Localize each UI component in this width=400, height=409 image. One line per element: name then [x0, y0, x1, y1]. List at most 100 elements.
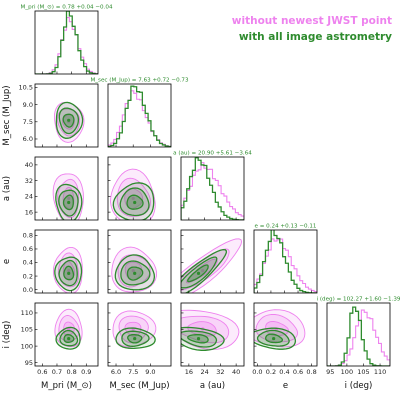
density-peak-b-e-a: [196, 271, 201, 275]
density-peak-b-i-msec: [133, 336, 137, 341]
y-tick-label-i: 100: [21, 342, 33, 350]
y-tick-label-a: 40: [25, 161, 33, 169]
hist-without-jwst-a: [181, 162, 244, 220]
x-tick-label-e: 0.4: [279, 368, 289, 376]
y-tick-label-msec: 10.5: [19, 84, 33, 92]
panel-frame: [107, 229, 172, 294]
x-tick-label-i: 105: [357, 368, 369, 376]
y-tick-label-i: 95: [25, 359, 33, 367]
panel-frame: [180, 302, 245, 367]
x-axis-label-mpri: M_pri (M_⊙): [41, 381, 92, 391]
y-axis-label-a: a (au): [2, 176, 12, 201]
panel-frame: [34, 229, 99, 294]
density-peak-b-i-a: [196, 336, 201, 341]
density-peak-b-a-msec: [133, 200, 137, 205]
density-peak-b-msec-mpri: [67, 118, 71, 122]
x-tick-label-msec: 9.0: [145, 368, 155, 376]
marginal-title-mpri: M_pri (M_⊙) = 0.78 +0.04 −0.04: [20, 5, 112, 11]
hist-all-astrometry-a: [181, 157, 244, 220]
contour-a-a-msec-1: [110, 168, 156, 220]
y-tick-label-e: 0.6: [23, 245, 33, 253]
panel-msec-vs-mpri: 6.0 7.5 9.0 10.5: [19, 83, 99, 148]
x-tick-label-a: 16: [185, 368, 193, 376]
x-tick-label-e: 0.6: [293, 368, 303, 376]
x-tick-label-mpri: 0.7: [52, 368, 62, 376]
panel-frame: [326, 302, 391, 367]
panel-frame: [34, 83, 99, 148]
x-tick-label-mpri: 0.8: [66, 368, 76, 376]
density-peak-a-a-msec: [131, 196, 135, 200]
x-axis-label-e: e: [283, 381, 288, 391]
hist-panel-mpri: M_pri (M_⊙) = 0.78 +0.04 −0.04: [20, 5, 113, 75]
panel-frame: [34, 302, 99, 367]
y-tick-label-msec: 9.0: [23, 101, 33, 109]
y-axis-label-i: i (deg): [2, 321, 12, 349]
panel-frame: [107, 83, 172, 148]
panel-e-vs-msec: [107, 229, 172, 294]
hist-without-jwst-e: [254, 238, 317, 293]
hist-all-astrometry-mpri: [35, 11, 98, 74]
legend: without newest JWST point with all image…: [232, 15, 392, 43]
x-axis-label-a: a (au): [200, 381, 225, 391]
hist-panel-e: e = 0.24 +0.13 −0.11: [253, 224, 318, 294]
x-axis-label-msec: M_sec (M_Jup): [109, 381, 169, 391]
panel-a-vs-msec: [107, 156, 172, 221]
panel-i-vs-e: 0.0 0.2 0.4 0.6 0.8: [252, 302, 318, 376]
density-peak-b-a-mpri: [67, 200, 71, 205]
hist-panel-i: i (deg) = 102.27 +1.60 −1.39 95 100 105 110: [317, 297, 400, 377]
x-axis-label-i: i (deg): [345, 381, 373, 391]
panel-e-vs-a: [180, 229, 245, 294]
y-tick-label-i: 110: [21, 309, 33, 317]
y-tick-label-a: 16: [25, 208, 33, 216]
panel-i-vs-mpri: 0.6 0.7 0.8 0.9 95 100 105 110: [21, 302, 99, 376]
panel-frame: [253, 229, 318, 294]
panel-i-vs-a: 16 24 32 40: [180, 302, 245, 376]
y-tick-label-e: 0.8: [23, 232, 33, 240]
y-tick-label-msec: 7.5: [23, 118, 33, 126]
panel-frame: [180, 156, 245, 221]
hist-panel-a: a (au) = 20.90 +5.61 −3.64: [173, 151, 252, 221]
y-tick-label-a: 32: [25, 177, 33, 185]
x-tick-label-a: 40: [232, 368, 240, 376]
density-peak-a-e-mpri: [67, 269, 71, 273]
panel-frame: [107, 156, 172, 221]
marginal-title-msec: M_sec (M_Jup) = 7.63 +0.72 −0.73: [90, 78, 189, 84]
y-tick-label-e: 0.2: [23, 272, 33, 280]
marginal-title-e: e = 0.24 +0.13 −0.11: [255, 224, 317, 230]
x-tick-label-a: 24: [200, 368, 208, 376]
density-peak-b-i-e: [272, 336, 276, 341]
x-tick-label-mpri: 0.6: [37, 368, 47, 376]
panel-frame: [253, 302, 318, 367]
legend-entry-without-jwst: without newest JWST point: [232, 15, 392, 27]
y-tick-label-msec: 6.0: [23, 135, 33, 143]
panel-frame: [180, 229, 245, 294]
hist-panel-msec: M_sec (M_Jup) = 7.63 +0.72 −0.73: [90, 78, 189, 148]
marginal-title-a: a (au) = 20.90 +5.61 −3.64: [173, 151, 252, 157]
hist-all-astrometry-msec: [108, 85, 171, 147]
x-tick-label-msec: 7.5: [128, 368, 138, 376]
marginal-title-i: i (deg) = 102.27 +1.60 −1.39: [317, 297, 400, 303]
panel-e-vs-mpri: 0.0 0.2 0.4 0.6 0.8: [23, 229, 99, 294]
x-tick-label-e: 0.0: [252, 368, 262, 376]
legend-entry-with-all-astrometry: with all image astrometry: [239, 31, 392, 43]
hist-all-astrometry-i: [327, 306, 390, 366]
y-tick-label-i: 105: [21, 326, 33, 334]
x-tick-label-msec: 6.0: [111, 368, 121, 376]
density-peak-a-a-mpri: [67, 196, 71, 200]
hist-all-astrometry-e: [254, 230, 317, 293]
panel-frame: [34, 156, 99, 221]
x-tick-label-i: 100: [341, 368, 353, 376]
contour-b-e-a-1: [181, 248, 227, 293]
x-tick-label-mpri: 0.9: [81, 368, 91, 376]
panel-a-vs-mpri: 16 24 32 40: [25, 156, 99, 221]
y-axis-label-e: e: [2, 259, 12, 264]
density-peak-b-e-msec: [133, 271, 137, 275]
x-tick-label-i: 110: [374, 368, 386, 376]
y-tick-label-e: 0.0: [23, 286, 33, 294]
density-peak-b-e-mpri: [67, 271, 71, 275]
panel-frame: [107, 302, 172, 367]
density-peak-a-e-a: [201, 269, 205, 273]
x-tick-label-a: 32: [216, 368, 224, 376]
density-peak-a-e-msec: [131, 269, 135, 273]
